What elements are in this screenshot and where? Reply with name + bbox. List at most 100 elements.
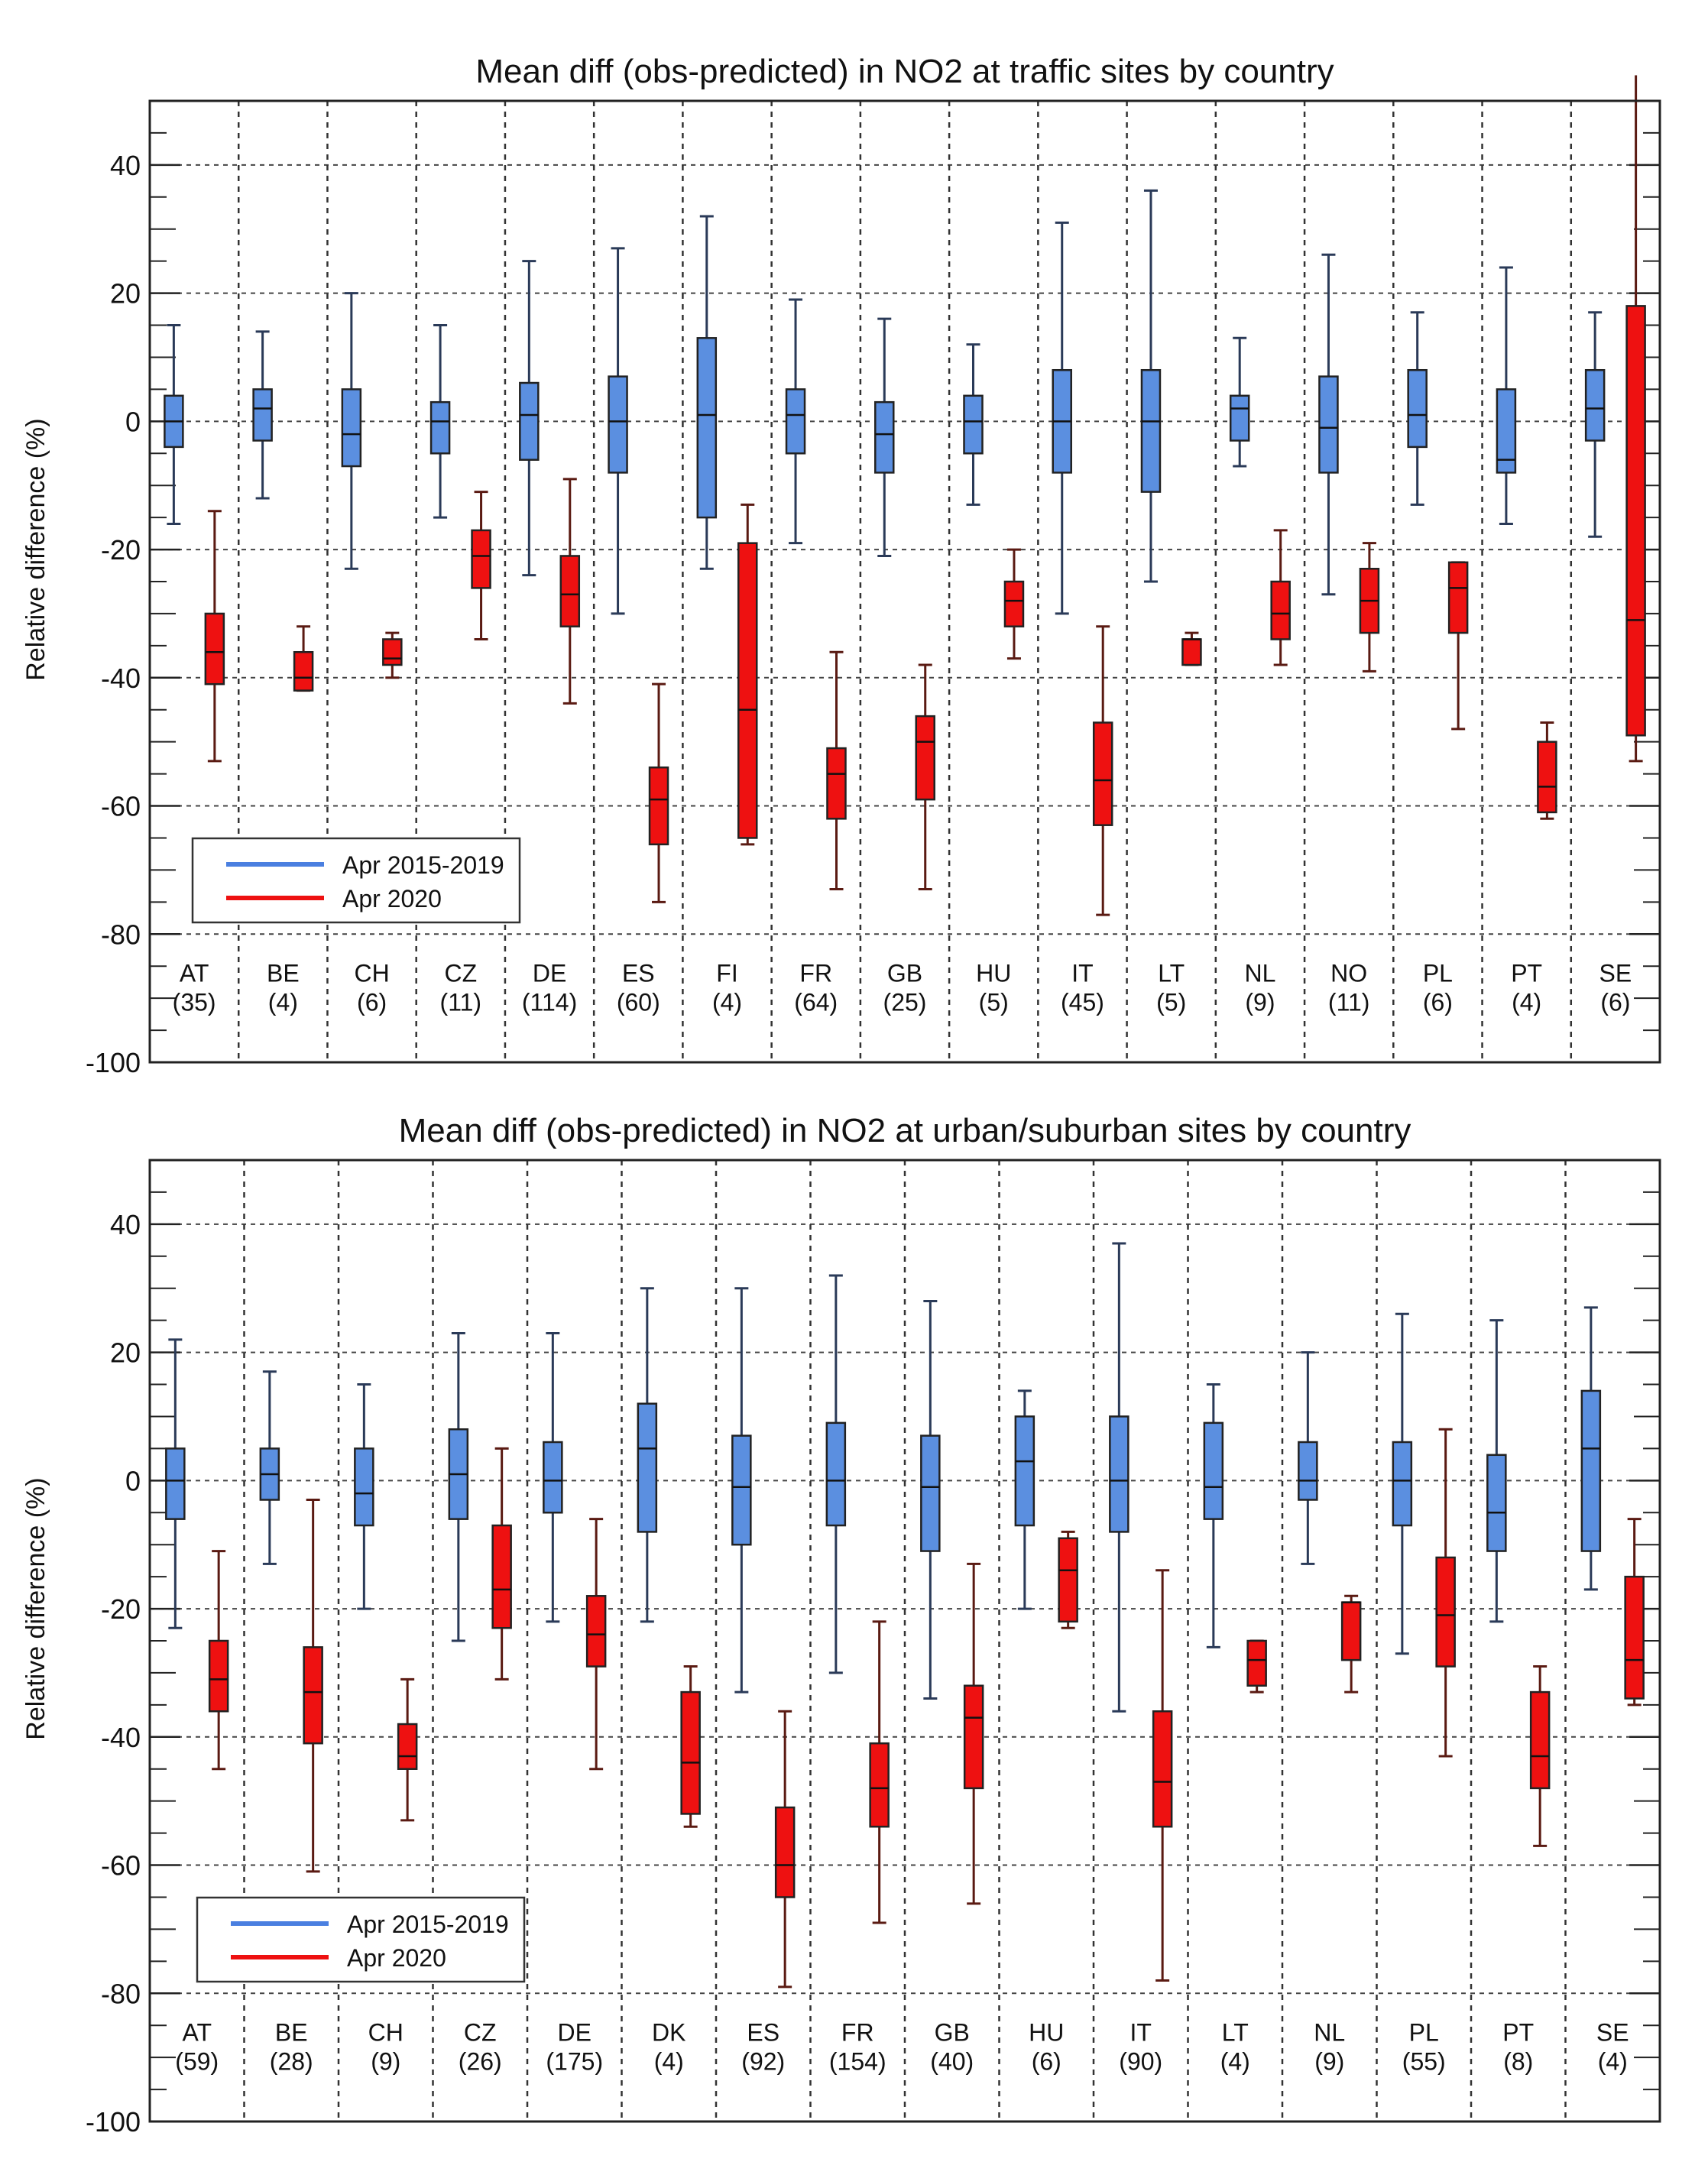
x-count-label: (6)	[1600, 988, 1630, 1016]
box-iqr	[543, 1441, 563, 1514]
box-iqr	[1580, 1389, 1602, 1552]
x-category-label: SE	[1599, 960, 1632, 987]
box-iqr	[1058, 1537, 1078, 1623]
x-category-label: FR	[841, 2019, 874, 2047]
box-baseline-NO	[1318, 253, 1339, 596]
box-iqr	[491, 1524, 512, 1629]
box-iqr	[696, 337, 718, 519]
y-axis-label: Relative difference (%)	[21, 418, 50, 680]
box-baseline-SE	[1580, 1306, 1602, 1591]
box-baseline-HU	[1014, 1389, 1035, 1610]
box-lockdown-AT	[204, 510, 225, 763]
box-lockdown-CZ	[491, 1447, 512, 1681]
x-category-label: DE	[558, 2019, 591, 2047]
x-count-label: (35)	[173, 988, 216, 1016]
box-baseline-PL	[1407, 311, 1428, 506]
chart-panel-traffic: Mean diff (obs-predicted) in NO2 at traf…	[21, 53, 1661, 1078]
x-category-label: NO	[1330, 960, 1367, 987]
box-iqr	[637, 1402, 658, 1533]
x-category-label: HU	[1029, 2019, 1064, 2047]
x-count-label: (9)	[371, 2047, 400, 2075]
box-iqr	[1298, 1441, 1318, 1501]
box-iqr	[737, 542, 758, 839]
plot-frame	[148, 1159, 1661, 2123]
x-category-label: PL	[1423, 960, 1453, 987]
box-iqr	[1318, 375, 1339, 474]
x-category-label: DE	[533, 960, 566, 987]
x-category-label: LT	[1158, 960, 1185, 987]
legend: Apr 2015-2019 Apr 2020	[191, 837, 521, 924]
box-iqr	[559, 555, 581, 627]
box-baseline-AT	[165, 1338, 186, 1629]
x-count-label: (114)	[522, 988, 577, 1016]
box-iqr	[1203, 1421, 1224, 1520]
box-iqr	[341, 388, 362, 468]
x-count-label: (6)	[1032, 2047, 1061, 2075]
x-category-label: PT	[1502, 2019, 1534, 2047]
box-lockdown-FI	[737, 503, 758, 846]
x-category-label: ES	[622, 960, 655, 987]
box-iqr	[648, 766, 669, 846]
box-iqr	[1624, 1575, 1645, 1700]
y-tick-label: -40	[101, 663, 141, 694]
x-count-label: (9)	[1314, 2047, 1344, 2075]
x-category-label: SE	[1596, 2019, 1629, 2047]
box-lockdown-PL	[1435, 1428, 1456, 1758]
box-iqr	[1392, 1441, 1413, 1527]
x-category-label: GB	[935, 2019, 970, 2047]
box-iqr	[915, 715, 935, 801]
x-category-label: BE	[275, 2019, 308, 2047]
box-lockdown-PT	[1537, 721, 1557, 820]
x-category-label: FR	[799, 960, 832, 987]
x-count-label: (11)	[1328, 988, 1370, 1016]
box-iqr	[785, 388, 806, 455]
box-baseline-CH	[341, 292, 362, 570]
x-count-label: (8)	[1503, 2047, 1533, 2075]
box-lockdown-DK	[680, 1665, 701, 1828]
box-iqr	[204, 612, 225, 686]
x-count-label: (5)	[979, 988, 1009, 1016]
box-lockdown-DE	[585, 1518, 607, 1771]
x-count-label: (55)	[1402, 2047, 1446, 2075]
box-lockdown-LT	[1246, 1639, 1267, 1694]
box-lockdown-ES	[648, 682, 669, 903]
chart-panel-urban: Mean diff (obs-predicted) in NO2 at urba…	[21, 1112, 1661, 2138]
x-category-label: BE	[267, 960, 300, 987]
box-lockdown-HU	[1058, 1530, 1078, 1629]
box-baseline-IT	[1109, 1242, 1129, 1713]
box-lockdown-PL	[1447, 561, 1469, 731]
y-tick-label: -100	[86, 2106, 141, 2138]
x-count-label: (40)	[930, 2047, 974, 2075]
x-category-label: CZ	[444, 960, 477, 987]
y-tick-label: -20	[101, 534, 141, 566]
x-count-label: (45)	[1061, 988, 1104, 1016]
box-iqr	[1537, 741, 1557, 814]
box-iqr	[397, 1723, 418, 1770]
y-tick-label: -80	[101, 919, 141, 950]
y-tick-label: 20	[110, 1337, 141, 1369]
x-count-label: (64)	[794, 988, 838, 1016]
x-count-label: (26)	[459, 2047, 502, 2075]
box-iqr	[165, 1447, 186, 1520]
box-iqr	[963, 1684, 984, 1790]
box-baseline-FR	[785, 298, 806, 545]
box-iqr	[608, 375, 628, 474]
x-category-label: PT	[1511, 960, 1542, 987]
box-iqr	[825, 1421, 847, 1527]
box-iqr	[1486, 1454, 1507, 1552]
x-category-label: CH	[354, 960, 389, 987]
x-count-label: (4)	[268, 988, 298, 1016]
x-category-label: PL	[1409, 2019, 1439, 2047]
x-count-label: (4)	[1220, 2047, 1250, 2075]
y-tick-label: 0	[125, 1465, 141, 1496]
box-lockdown-FR	[869, 1620, 890, 1924]
box-baseline-FI	[696, 215, 718, 570]
box-iqr	[382, 638, 403, 666]
box-baseline-GB	[920, 1300, 941, 1700]
box-iqr	[293, 651, 314, 692]
plot-frame	[148, 99, 1661, 1064]
box-baseline-CH	[354, 1383, 374, 1610]
x-count-label: (4)	[1512, 988, 1541, 1016]
